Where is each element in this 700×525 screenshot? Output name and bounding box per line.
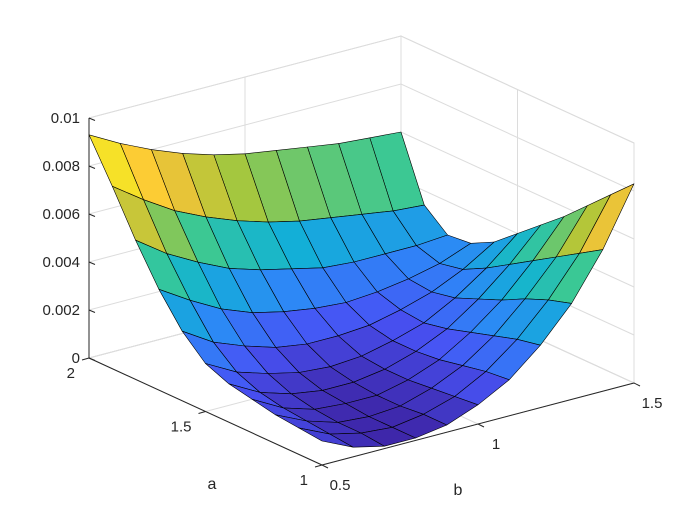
surface-patch-0-0 bbox=[298, 427, 354, 448]
z-tick-mark-5 bbox=[88, 117, 96, 121]
a-tick-label-1: 1.5 bbox=[171, 419, 192, 436]
b-tick-mark-2 bbox=[633, 382, 641, 387]
b-tick-label-2: 1.5 bbox=[642, 395, 663, 412]
a-tick-mark-1 bbox=[198, 411, 206, 414]
z-tick-label-1: 0.002 bbox=[42, 302, 80, 319]
z-tick-label-4: 0.008 bbox=[42, 158, 80, 175]
z-tick-mark-0 bbox=[88, 357, 96, 361]
a-tick-mark-2 bbox=[81, 357, 90, 361]
z-tick-label-2: 0.004 bbox=[42, 254, 80, 271]
z-tick-label-3: 0.006 bbox=[42, 206, 80, 223]
a-tick-mark-0 bbox=[314, 464, 323, 468]
b-tick-mark-1 bbox=[477, 423, 485, 428]
z-gridline-5 bbox=[88, 35, 635, 144]
b-tick-label-1: 1 bbox=[492, 436, 500, 453]
b-tick-label-0: 0.5 bbox=[330, 477, 351, 494]
z-tick-mark-3 bbox=[88, 213, 96, 217]
axis-layer bbox=[81, 117, 641, 469]
surface-layer bbox=[88, 131, 635, 448]
a-tick-label-2: 2 bbox=[67, 365, 75, 382]
z-tick-mark-1 bbox=[88, 309, 96, 313]
b-tick-mark-0 bbox=[321, 464, 329, 469]
y-axis-label: a bbox=[208, 476, 217, 493]
z-tick-mark-2 bbox=[88, 261, 96, 265]
z-tick-mark-4 bbox=[88, 165, 96, 169]
x-axis-label: b bbox=[454, 482, 463, 499]
z-tick-label-5: 0.01 bbox=[51, 110, 80, 127]
a-tick-label-0: 1 bbox=[300, 472, 308, 489]
label-layer: 0.5 1 1.5 1 1.5 20 0.002 0.004 0.006 0.008 0.01 bbox=[42, 110, 662, 494]
z-tick-label-0: 0 bbox=[72, 350, 80, 367]
